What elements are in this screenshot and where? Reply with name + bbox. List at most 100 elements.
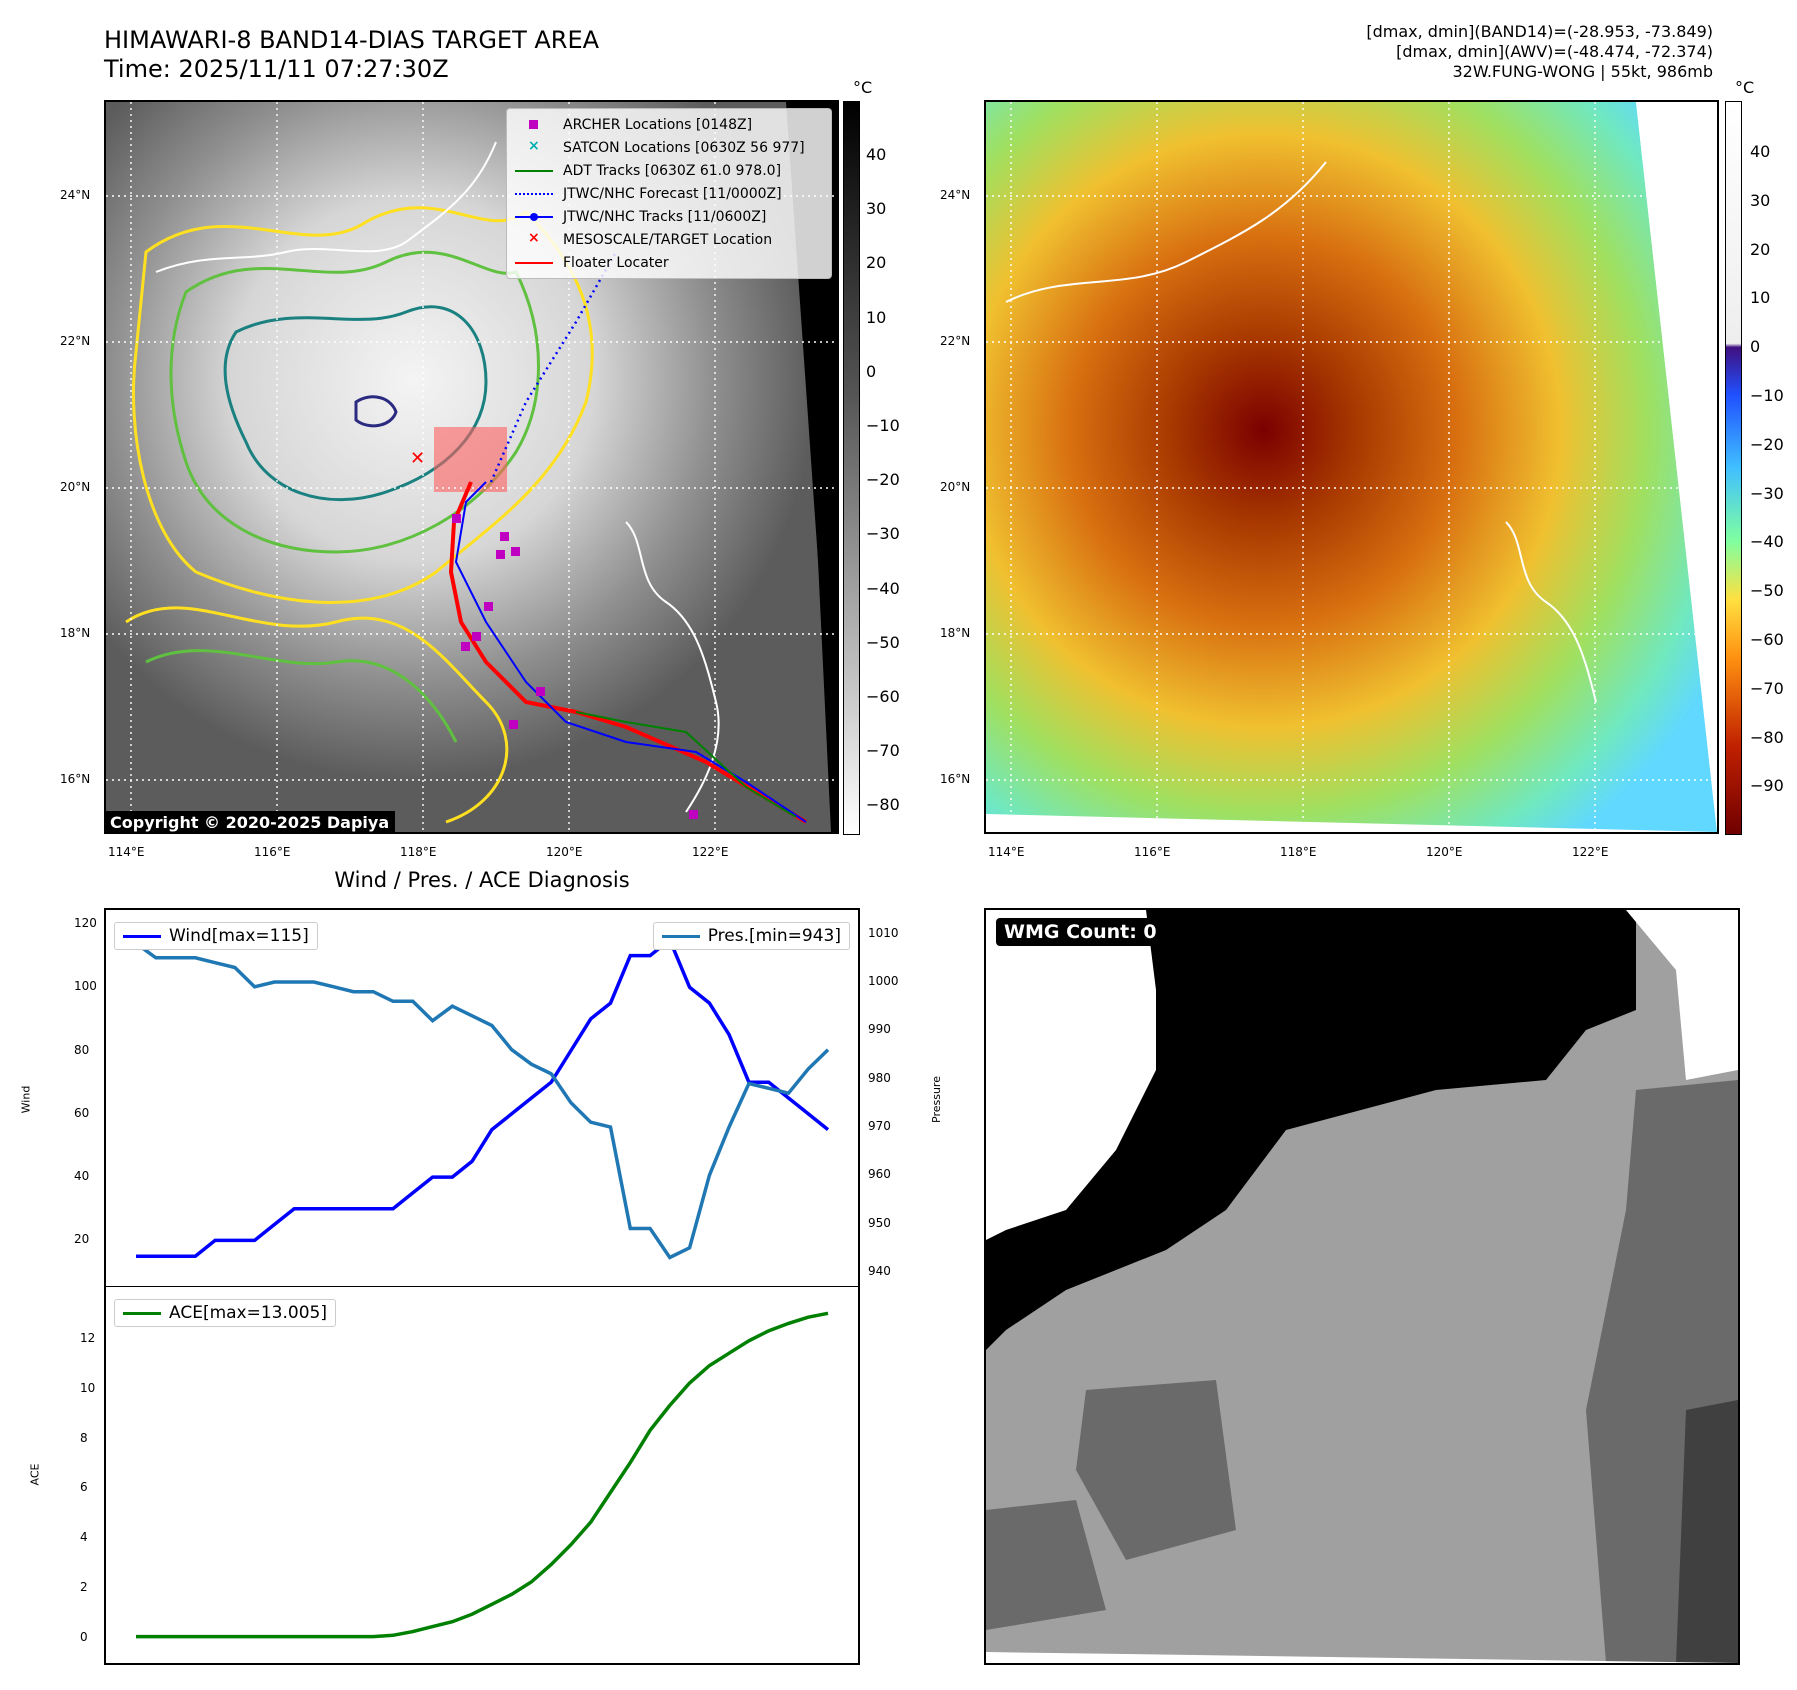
awv-colorbar — [1725, 101, 1742, 835]
archer-marker-icon — [515, 118, 555, 132]
tracks-line-dot-icon — [515, 210, 555, 224]
wind-tick-label: 20 — [74, 1232, 90, 1247]
title-time: Time: 2025/11/11 07:27:30Z — [104, 55, 449, 83]
colorbar-tick-label: −70 — [866, 741, 900, 761]
band14-colorbar — [843, 101, 860, 835]
storm-info: 32W.FUNG-WONG | 55kt, 986mb — [1452, 62, 1713, 81]
band14-range: [dmax, dmin](BAND14)=(-28.953, -73.849) — [1366, 22, 1713, 41]
wind-pressure-chart: Wind[max=115] Pres.[min=943] — [104, 908, 860, 1287]
colorbar-tick-label: −40 — [1750, 532, 1784, 552]
pressure-legend: Pres.[min=943] — [652, 922, 850, 950]
chart-title: Wind / Pres. / ACE Diagnosis — [334, 868, 630, 892]
satcon-marker-icon: × — [528, 137, 540, 154]
ace-series-line — [136, 1311, 829, 1639]
wind-tick-label: 100 — [74, 979, 97, 994]
wind-legend: Wind[max=115] — [114, 922, 318, 950]
pressure-axis-label: Pressure — [929, 1076, 943, 1123]
ace-tick-label: 2 — [80, 1579, 88, 1594]
wind-tick-label: 120 — [74, 916, 97, 930]
lat-label: 24°N — [940, 188, 971, 202]
legend-item-satcon: × SATCON Locations [0630Z 56 977] — [515, 136, 823, 159]
lat-label: 18°N — [60, 626, 91, 640]
awv-map-panel — [984, 100, 1719, 834]
lon-label: 120°E — [546, 845, 583, 859]
lat-label: 24°N — [60, 188, 91, 202]
colorbar-tick-label: 0 — [1750, 337, 1761, 357]
pressure-tick-label: 980 — [868, 1070, 891, 1085]
figure-stats: [dmax, dmin](BAND14)=(-28.953, -73.849) … — [1366, 22, 1713, 82]
colorbar-tick-label: 40 — [1750, 142, 1771, 161]
ace-legend: ACE[max=13.005] — [114, 1299, 336, 1327]
colorbar-tick-label: −20 — [866, 470, 900, 490]
colorbar-tick-label: −30 — [1750, 483, 1784, 503]
pressure-series-line — [134, 941, 830, 1260]
lon-label: 118°E — [400, 845, 437, 859]
lat-label: 20°N — [940, 480, 971, 494]
wind-series-line — [136, 936, 830, 1258]
ace-tick-label: 8 — [80, 1430, 88, 1445]
colorbar-tick-label: −60 — [1750, 630, 1784, 649]
colorbar-tick-label: −10 — [1750, 386, 1784, 405]
colorbar-tick-label: −40 — [866, 578, 900, 598]
lon-label: 118°E — [1280, 845, 1317, 859]
pressure-line-icon — [661, 934, 700, 938]
lat-label: 20°N — [60, 480, 91, 494]
colorbar-tick-label: 0 — [866, 361, 877, 381]
colorbar-tick-label: 10 — [1750, 288, 1771, 308]
legend-item-tracks: JTWC/NHC Tracks [11/0600Z] — [515, 205, 823, 228]
legend-item-floater: Floater Locater — [515, 251, 823, 274]
forecast-dotted-icon — [515, 187, 555, 201]
colorbar-tick-label: −50 — [1750, 581, 1784, 601]
wind-axis-label: Wind — [19, 1085, 33, 1114]
colorbar-tick-label: 40 — [866, 145, 887, 164]
colorbar-tick-label: −90 — [1750, 776, 1784, 796]
target-marker-icon: × — [528, 229, 540, 246]
pressure-tick-label: 940 — [868, 1264, 891, 1278]
colorbar-tick-label: 20 — [866, 253, 887, 273]
pressure-tick-label: 1000 — [868, 974, 899, 988]
ace-tick-label: 6 — [80, 1480, 88, 1495]
ace-tick-label: 10 — [80, 1381, 96, 1395]
lon-label: 114°E — [988, 845, 1025, 859]
wmg-image — [986, 910, 1738, 1663]
figure-title: HIMAWARI-8 BAND14-DIAS TARGET AREA Time:… — [104, 26, 599, 84]
wind-tick-label: 80 — [74, 1042, 90, 1057]
lon-label: 116°E — [1134, 845, 1171, 859]
pressure-tick-label: 990 — [868, 1022, 891, 1037]
colorbar-tick-label: −30 — [866, 524, 900, 544]
pressure-tick-label: 960 — [868, 1167, 891, 1182]
floater-line-icon — [515, 256, 555, 270]
wind-line-icon — [123, 934, 161, 938]
lon-label: 122°E — [1572, 845, 1609, 859]
awv-map-image — [986, 102, 1717, 832]
ace-axis-label: ACE — [28, 1463, 42, 1486]
legend-item-adt: ADT Tracks [0630Z 61.0 978.0] — [515, 159, 823, 182]
legend-item-archer: ARCHER Locations [0148Z] — [515, 113, 823, 136]
title-product: HIMAWARI-8 BAND14-DIAS TARGET AREA — [104, 26, 600, 54]
pressure-tick-label: 970 — [868, 1119, 891, 1133]
pressure-tick-label: 950 — [868, 1215, 891, 1230]
copyright-badge: Copyright © 2020-2025 Dapiya — [104, 811, 396, 834]
ace-chart: ACE[max=13.005] — [104, 1286, 860, 1665]
wind-pressure-plot — [134, 936, 830, 1260]
map-legend: ARCHER Locations [0148Z] × SATCON Locati… — [506, 108, 832, 279]
ace-line-icon — [123, 1311, 161, 1315]
ace-tick-label: 12 — [80, 1331, 96, 1346]
target-x-icon: ✕ — [410, 448, 425, 469]
colorbar-tick-label: 10 — [866, 307, 887, 327]
lon-label: 116°E — [254, 845, 291, 859]
colorbar-tick-label: −80 — [866, 795, 900, 815]
colorbar-tick-label: −70 — [1750, 678, 1784, 698]
awv-range: [dmax, dmin](AWV)=(-48.474, -72.374) — [1396, 42, 1713, 61]
lat-label: 22°N — [60, 334, 91, 348]
colorbar-tick-label: −80 — [1750, 727, 1784, 747]
pressure-tick-label: 1010 — [868, 925, 899, 940]
wmg-count-badge: WMG Count: 0 — [996, 918, 1165, 946]
ace-tick-label: 0 — [80, 1629, 88, 1644]
legend-item-target: × MESOSCALE/TARGET Location — [515, 228, 823, 251]
colorbar-tick-label: −20 — [1750, 434, 1784, 454]
colorbar-unit: °C — [853, 78, 873, 97]
lon-label: 114°E — [108, 845, 145, 859]
wmg-panel — [984, 908, 1740, 1665]
adt-line-icon — [515, 164, 555, 178]
